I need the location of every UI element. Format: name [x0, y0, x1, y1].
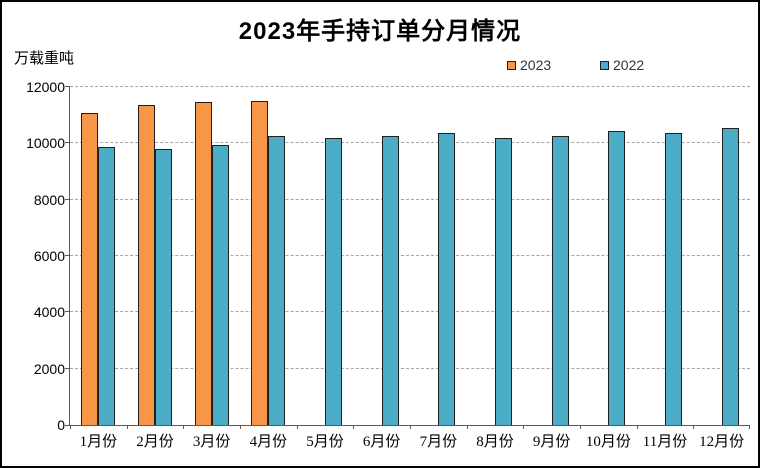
legend-label-2023: 2023: [520, 57, 552, 73]
bar-2023-4月份: [251, 100, 269, 425]
y-axis-unit-label: 万载重吨: [14, 50, 75, 67]
x-axis-tick-10: [580, 425, 581, 429]
x-axis-label-8月份: 8月份: [476, 434, 514, 450]
gridline-8000: [70, 198, 750, 200]
x-axis-label-9月份: 9月份: [532, 434, 571, 450]
x-axis-tick-7: [410, 425, 411, 429]
y-axis-tick-12000: [65, 86, 70, 87]
y-axis-tick-2000: [65, 367, 70, 369]
x-axis-label-6月份: 6月份: [362, 434, 401, 450]
legend: 2023 2022: [2, 58, 758, 74]
x-axis-label-12月份: 12月份: [699, 434, 745, 450]
gridline-10000: [70, 142, 750, 144]
bar-group-8月份: [467, 87, 524, 425]
x-axis-label-3月份: 3月份: [192, 434, 231, 450]
bar-group-6月份: [353, 87, 410, 425]
x-axis-tick-9: [523, 425, 525, 429]
bar-2022-9月份: [551, 135, 569, 425]
legend-item-2022: 2022: [600, 58, 644, 72]
y-axis-label-4000: 4000: [33, 304, 65, 321]
legend-label-2022: 2022: [613, 57, 645, 73]
x-axis-label-7月份: 7月份: [419, 434, 458, 450]
x-axis-tick-3: [183, 425, 185, 429]
y-axis-tick-6000: [65, 255, 70, 256]
y-axis-tick-4000: [65, 311, 70, 313]
x-axis-tick-5: [296, 425, 298, 429]
x-axis-label-2月份: 2月份: [136, 434, 174, 450]
legend-swatch-2023: [507, 60, 516, 70]
bar-group-1月份: [70, 87, 127, 425]
bar-2022-12月份: [721, 127, 739, 425]
bar-group-5月份: [297, 87, 354, 425]
y-axis-label-12000: 12000: [26, 79, 65, 95]
bar-2023-3月份: [194, 102, 212, 425]
chart-title: 2023年手持订单分月情况: [238, 18, 522, 45]
gridline-6000: [70, 255, 750, 256]
bar-group-2月份: [127, 87, 184, 425]
y-axis-label-8000: 8000: [33, 191, 65, 208]
y-axis-label-0: 0: [57, 417, 65, 433]
bar-group-3月份: [183, 87, 240, 425]
y-axis-tick-10000: [65, 142, 70, 144]
plot-area: 0 2000 4000 6000 8000 10000 12000 1月份 2月份 3月份 4月份 5…: [26, 80, 750, 450]
x-axis-tick-2: [126, 425, 128, 429]
x-axis-label-5月份: 5月份: [306, 434, 344, 450]
bar-2022-3月份: [211, 145, 229, 425]
bar-2022-6月份: [381, 135, 399, 425]
x-axis-label-10月份: 10月份: [585, 434, 631, 450]
x-axis-label-11月份: 11月份: [642, 434, 688, 450]
x-axis-tick-11: [636, 425, 638, 429]
bar-group-7月份: [410, 87, 467, 425]
y-axis-tick-8000: [65, 198, 70, 200]
x-axis-tick-6: [353, 425, 355, 429]
bar-2023-2月份: [137, 105, 155, 425]
y-axis-label-6000: 6000: [33, 248, 65, 264]
x-axis-label-1月份: 1月份: [79, 434, 118, 450]
gridline-4000: [70, 311, 750, 313]
bar-2022-1月份: [98, 147, 116, 425]
legend-swatch-2022: [600, 60, 609, 70]
x-axis-tick-end: [749, 425, 750, 429]
x-axis-tick-4: [240, 425, 241, 429]
x-axis-tick-8: [466, 425, 468, 429]
y-axis-tick-0: [65, 425, 70, 426]
bar-2023-1月份: [81, 113, 99, 425]
gridline-2000: [70, 367, 750, 369]
bar-2022-5月份: [324, 137, 342, 425]
x-axis-tick-12: [693, 425, 695, 429]
legend-item-2023: 2023: [507, 58, 551, 72]
bar-group-11月份: [637, 87, 694, 425]
bar-2022-7月份: [438, 133, 456, 425]
y-axis-label-2000: 2000: [33, 360, 65, 377]
gridline-12000: [70, 86, 750, 87]
x-axis-tick-1: [70, 425, 71, 429]
bar-2022-11月份: [664, 133, 682, 425]
bar-group-4月份: [240, 87, 297, 425]
bar-group-12月份: [693, 87, 750, 425]
bar-2022-4月份: [268, 136, 286, 425]
bar-2022-8月份: [494, 137, 512, 425]
bar-2022-10月份: [608, 130, 626, 425]
bar-2022-2月份: [154, 149, 172, 425]
bar-group-9月份: [523, 87, 580, 425]
y-axis-label-10000: 10000: [26, 135, 65, 152]
x-axis-label-4月份: 4月份: [249, 434, 288, 450]
bar-group-10月份: [580, 87, 637, 425]
